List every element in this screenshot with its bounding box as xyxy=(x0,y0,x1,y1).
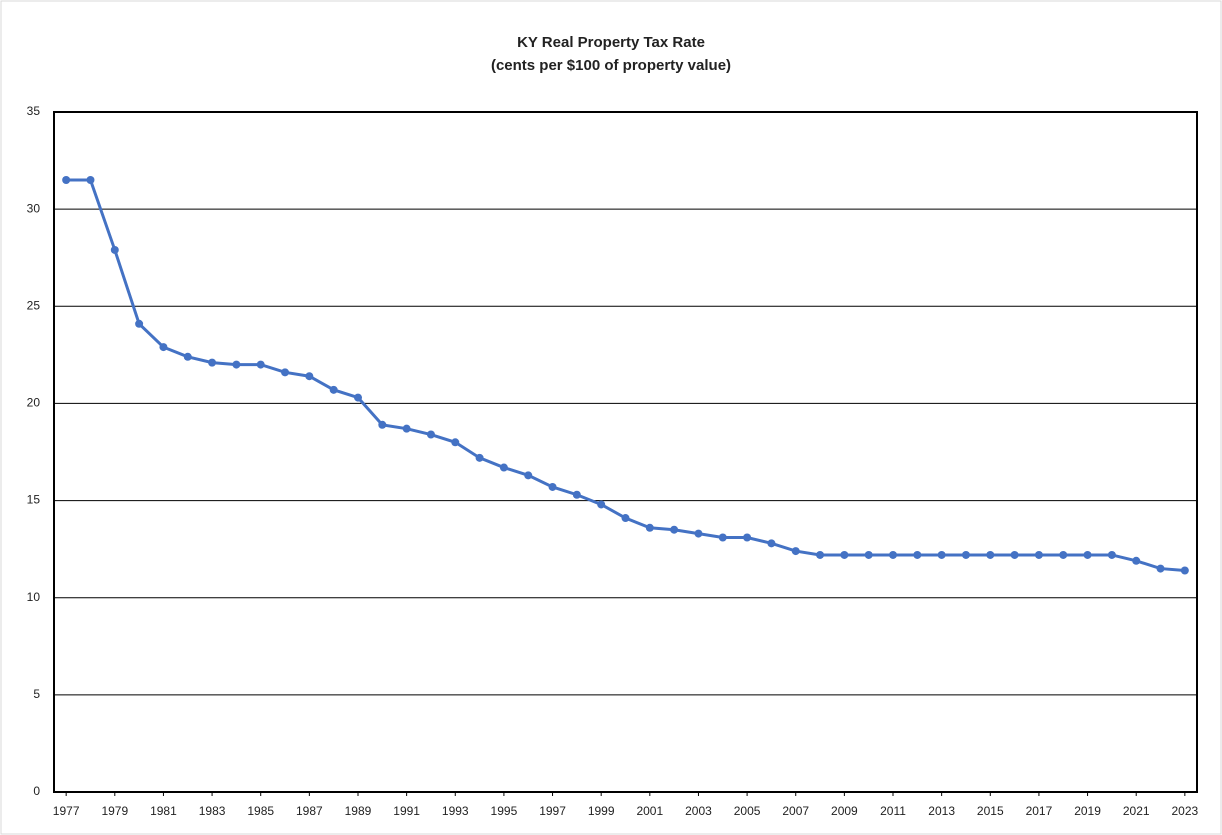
point xyxy=(426,430,435,439)
x-tick-label: 2019 xyxy=(1074,804,1101,818)
point xyxy=(1132,556,1141,565)
x-tick-label: 1991 xyxy=(393,804,420,818)
point xyxy=(986,550,995,559)
point xyxy=(86,176,95,184)
x-tick-label: 2011 xyxy=(880,804,906,818)
point xyxy=(937,550,946,559)
point xyxy=(110,245,119,254)
x-tick-label: 1979 xyxy=(101,804,128,818)
y-tick-label: 10 xyxy=(27,590,41,604)
point xyxy=(645,523,654,532)
point xyxy=(1107,550,1116,559)
x-tick-label: 2013 xyxy=(928,804,955,818)
x-tick-label: 1989 xyxy=(345,804,372,818)
point xyxy=(840,550,849,559)
point xyxy=(378,420,387,429)
chart-subtitle: (cents per $100 of property value) xyxy=(491,57,731,74)
y-tick-label: 15 xyxy=(27,493,41,507)
x-tick-label: 2005 xyxy=(734,804,761,818)
point xyxy=(475,453,484,462)
point xyxy=(329,385,338,394)
x-tick-label: 1995 xyxy=(491,804,518,818)
point xyxy=(1059,550,1068,559)
point xyxy=(767,539,776,548)
x-tick-label: 1985 xyxy=(247,804,274,818)
point xyxy=(281,368,290,377)
point xyxy=(670,525,679,534)
point xyxy=(1034,550,1043,559)
x-tick-label: 1999 xyxy=(588,804,615,818)
point xyxy=(621,514,630,523)
point xyxy=(913,550,922,559)
x-tick-label: 2015 xyxy=(977,804,1004,818)
point xyxy=(1156,564,1165,573)
point xyxy=(743,533,752,542)
y-tick-label: 5 xyxy=(33,687,40,701)
point xyxy=(159,343,168,352)
point xyxy=(451,438,460,447)
point xyxy=(572,490,581,499)
point xyxy=(889,550,898,559)
point xyxy=(232,360,241,369)
y-tick-label: 35 xyxy=(27,104,41,118)
point xyxy=(135,319,144,328)
x-tick-label: 2017 xyxy=(1026,804,1053,818)
point xyxy=(499,463,508,472)
point xyxy=(1010,550,1019,559)
point xyxy=(694,529,703,538)
point xyxy=(1180,566,1189,575)
y-tick-label: 0 xyxy=(33,784,40,798)
point xyxy=(864,550,873,559)
point xyxy=(816,550,825,559)
x-tick-label: 2001 xyxy=(636,804,663,818)
point xyxy=(524,471,533,480)
x-tick-label: 1981 xyxy=(150,804,177,818)
chart-title: KY Real Property Tax Rate xyxy=(517,34,705,51)
point xyxy=(353,393,362,402)
x-tick-label: 1997 xyxy=(539,804,566,818)
y-tick-label: 30 xyxy=(27,201,41,215)
x-tick-label: 1983 xyxy=(199,804,226,818)
point xyxy=(256,360,265,369)
plot-border xyxy=(53,111,1198,793)
point xyxy=(183,352,192,361)
x-tick-label: 2021 xyxy=(1123,804,1150,818)
point xyxy=(62,176,71,184)
point xyxy=(208,358,217,367)
x-tick-label: 2023 xyxy=(1171,804,1198,818)
point xyxy=(597,500,606,509)
x-tick-label: 1987 xyxy=(296,804,323,818)
x-tick-label: 1977 xyxy=(53,804,80,818)
x-tick-label: 2003 xyxy=(685,804,712,818)
y-tick-label: 20 xyxy=(27,396,41,410)
y-tick-label: 25 xyxy=(27,298,41,312)
point xyxy=(305,372,314,381)
point xyxy=(961,550,970,559)
point xyxy=(718,533,727,542)
point xyxy=(402,424,411,433)
x-tick-label: 2007 xyxy=(782,804,809,818)
x-tick-label: 2009 xyxy=(831,804,858,818)
x-tick-label: 1993 xyxy=(442,804,469,818)
point xyxy=(548,482,557,491)
point xyxy=(1083,550,1092,559)
point xyxy=(791,547,800,556)
